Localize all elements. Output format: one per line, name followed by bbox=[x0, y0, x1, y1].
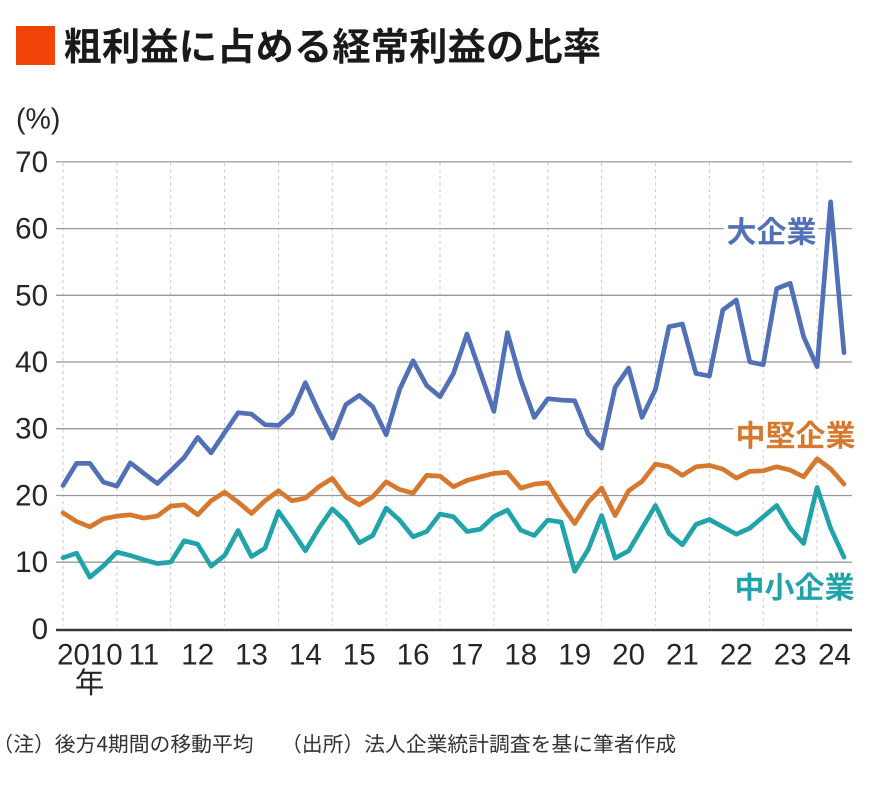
svg-text:22: 22 bbox=[720, 639, 753, 672]
svg-text:70: 70 bbox=[15, 146, 48, 179]
svg-text:21: 21 bbox=[666, 639, 699, 672]
svg-text:14: 14 bbox=[289, 639, 322, 672]
svg-text:20: 20 bbox=[612, 639, 645, 672]
svg-text:40: 40 bbox=[15, 346, 48, 379]
svg-text:19: 19 bbox=[558, 639, 591, 672]
svg-text:30: 30 bbox=[15, 413, 48, 446]
svg-text:13: 13 bbox=[235, 639, 268, 672]
svg-text:10: 10 bbox=[15, 546, 48, 579]
svg-text:15: 15 bbox=[343, 639, 376, 672]
svg-text:50: 50 bbox=[15, 279, 48, 312]
svg-text:12: 12 bbox=[181, 639, 214, 672]
svg-text:17: 17 bbox=[451, 639, 484, 672]
svg-text:24: 24 bbox=[818, 639, 851, 672]
svg-text:11: 11 bbox=[128, 639, 159, 672]
svg-text:(%): (%) bbox=[16, 104, 60, 136]
svg-text:16: 16 bbox=[397, 639, 430, 672]
svg-text:60: 60 bbox=[15, 213, 48, 246]
svg-text:0: 0 bbox=[32, 613, 48, 646]
svg-text:18: 18 bbox=[504, 639, 537, 672]
svg-text:23: 23 bbox=[774, 639, 807, 672]
svg-text:2010: 2010 bbox=[57, 639, 123, 672]
svg-text:20: 20 bbox=[15, 480, 48, 513]
